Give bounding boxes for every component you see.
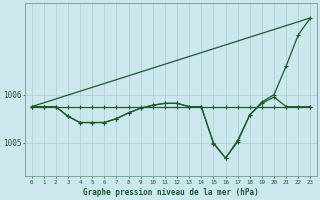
X-axis label: Graphe pression niveau de la mer (hPa): Graphe pression niveau de la mer (hPa) xyxy=(83,188,259,197)
